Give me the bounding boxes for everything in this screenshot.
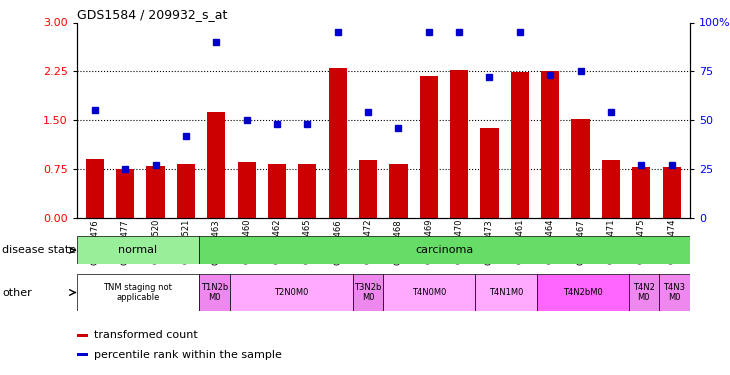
Bar — [480, 129, 499, 217]
Bar — [602, 160, 620, 218]
Bar — [511, 72, 529, 217]
Bar — [383, 274, 475, 311]
Bar — [659, 274, 690, 311]
Bar — [268, 164, 286, 218]
Text: T2N0M0: T2N0M0 — [274, 288, 309, 297]
Bar — [77, 353, 88, 357]
Text: TNM staging not
applicable: TNM staging not applicable — [104, 283, 172, 302]
Text: normal: normal — [118, 245, 158, 255]
Bar — [450, 70, 468, 217]
Text: other: other — [2, 288, 32, 297]
Bar — [663, 167, 681, 218]
Bar — [353, 274, 383, 311]
Text: carcinoma: carcinoma — [415, 245, 474, 255]
Bar — [237, 162, 255, 218]
Bar — [230, 274, 353, 311]
Text: GDS1584 / 209932_s_at: GDS1584 / 209932_s_at — [77, 8, 227, 21]
Bar — [420, 76, 438, 217]
Bar — [177, 164, 195, 218]
Text: T4N0M0: T4N0M0 — [412, 288, 447, 297]
Bar — [77, 333, 88, 337]
Text: T4N2
M0: T4N2 M0 — [633, 283, 655, 302]
Bar — [207, 112, 226, 218]
Bar — [199, 236, 690, 264]
Bar — [328, 68, 347, 218]
Bar — [147, 165, 165, 218]
Bar — [199, 274, 230, 311]
Bar — [475, 274, 537, 311]
Bar — [359, 160, 377, 218]
Bar — [389, 164, 407, 218]
Bar — [299, 164, 317, 218]
Bar — [116, 169, 134, 217]
Text: transformed count: transformed count — [94, 330, 198, 340]
Text: T1N2b
M0: T1N2b M0 — [201, 283, 228, 302]
Bar — [541, 71, 559, 217]
Text: percentile rank within the sample: percentile rank within the sample — [94, 350, 282, 360]
Bar — [632, 167, 650, 218]
Text: disease state: disease state — [2, 245, 77, 255]
Text: T3N2b
M0: T3N2b M0 — [354, 283, 382, 302]
Bar — [77, 274, 199, 311]
Bar — [85, 159, 104, 218]
Text: T4N2bM0: T4N2bM0 — [563, 288, 602, 297]
Bar — [572, 119, 590, 218]
Bar — [77, 236, 199, 264]
Text: T4N1M0: T4N1M0 — [488, 288, 523, 297]
Bar — [537, 274, 629, 311]
Bar — [629, 274, 659, 311]
Text: T4N3
M0: T4N3 M0 — [664, 283, 685, 302]
